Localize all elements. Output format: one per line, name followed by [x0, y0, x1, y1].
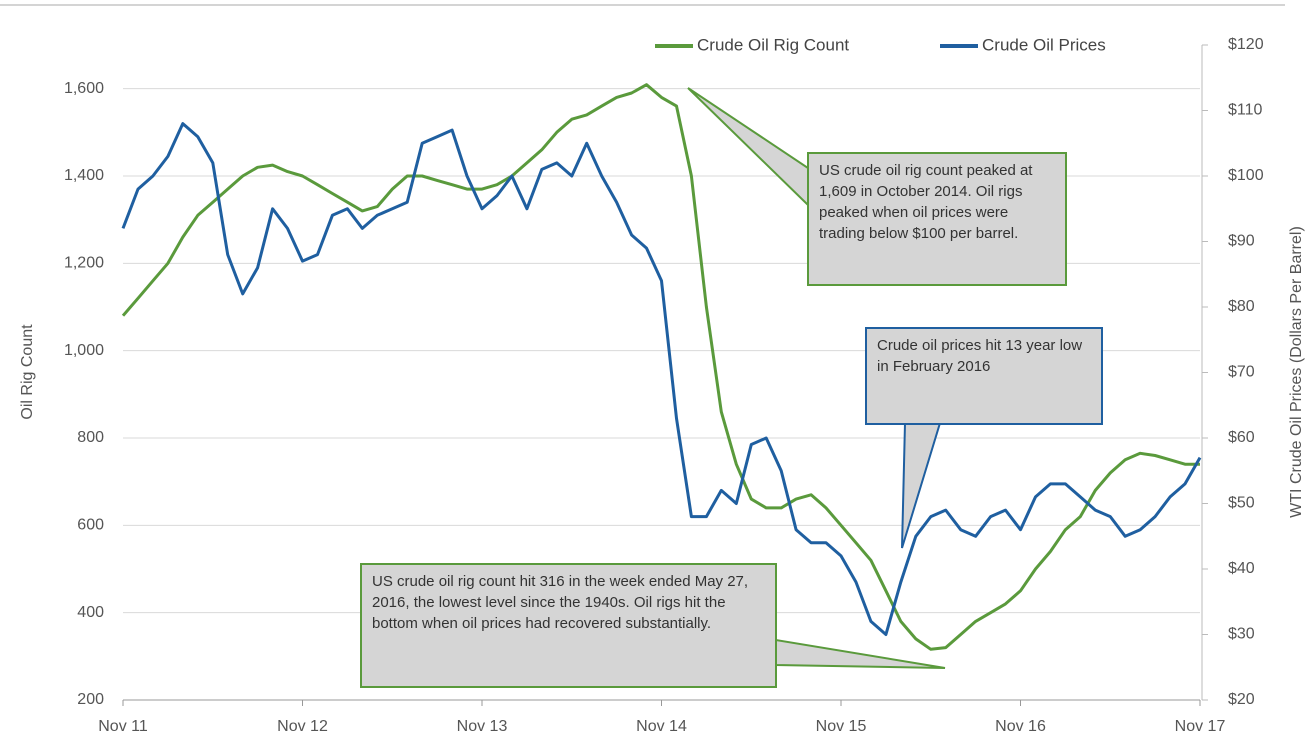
x-tick-label: Nov 13: [457, 718, 508, 735]
y2-tick-label: $30: [1228, 626, 1255, 643]
x-tick-label: Nov 14: [636, 718, 687, 735]
x-tick-label: Nov 15: [816, 718, 867, 735]
grid: [122, 44, 1208, 706]
x-tick-label: Nov 17: [1175, 718, 1226, 735]
y2-tick-label: $40: [1228, 560, 1255, 577]
series-line: [121, 122, 1202, 636]
y-tick-label: 600: [77, 517, 104, 534]
y-tick-label: 1,600: [64, 80, 104, 97]
legend-label: Crude Oil Prices: [982, 35, 1106, 54]
annotation: US crude oil rig count peaked at 1,609 i…: [807, 152, 1067, 286]
legend-label: Crude Oil Rig Count: [697, 35, 849, 54]
y-tick-label: 400: [77, 604, 104, 621]
x-tick-label: Nov 16: [995, 718, 1046, 735]
y-axis-label: Oil Rig Count: [19, 324, 36, 420]
y2-tick-label: $110: [1228, 102, 1263, 119]
lines: [121, 83, 1202, 651]
y2-tick-label: $20: [1228, 691, 1255, 708]
y-tick-label: 200: [77, 691, 104, 708]
y-tick-label: 800: [77, 429, 104, 446]
y2-axis-label: WTI Crude Oil Prices (Dollars Per Barrel…: [1288, 226, 1305, 518]
annotation: US crude oil rig count hit 316 in the we…: [360, 563, 777, 688]
series-line: [121, 83, 1200, 651]
x-tick-label: Nov 11: [98, 718, 148, 735]
y-tick-label: 1,400: [64, 167, 104, 184]
y2-tick-label: $60: [1228, 429, 1255, 446]
x-tick-label: Nov 12: [277, 718, 328, 735]
y2-tick-label: $100: [1228, 167, 1264, 184]
y2-tick-label: $120: [1228, 36, 1264, 53]
annotation: Crude oil prices hit 13 year low in Febr…: [865, 327, 1103, 425]
y2-tick-label: $70: [1228, 364, 1255, 381]
y2-tick-label: $80: [1228, 298, 1255, 315]
callout-pointer: [775, 638, 946, 669]
y-tick-label: 1,000: [64, 342, 104, 359]
y-tick-label: 1,200: [64, 255, 104, 272]
callout-pointer: [687, 87, 809, 208]
y2-tick-label: $50: [1228, 495, 1255, 512]
y2-tick-label: $90: [1228, 233, 1255, 250]
